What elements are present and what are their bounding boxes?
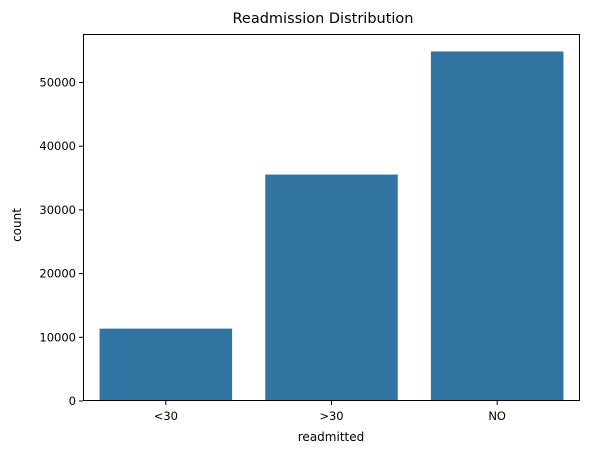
- chart-title: Readmission Distribution: [233, 11, 414, 27]
- x-axis-ticks: <30 >30 NO: [154, 401, 506, 423]
- y-tick-label: 50000: [39, 75, 76, 89]
- y-tick-label: 10000: [39, 330, 76, 344]
- bar-0: [99, 328, 233, 401]
- x-tick-label: NO: [488, 409, 506, 423]
- y-tick-label: 40000: [39, 139, 76, 153]
- y-axis-label: count: [10, 208, 24, 242]
- bar-2: [430, 51, 564, 402]
- y-tick-label: 30000: [39, 203, 76, 217]
- y-axis-ticks: 0 10000 20000 30000 40000 50000: [39, 75, 83, 408]
- x-tick-label: >30: [319, 409, 343, 423]
- x-tick-label: <30: [154, 409, 178, 423]
- y-tick-label: 0: [69, 394, 76, 408]
- bar-1: [265, 174, 398, 401]
- x-axis-label: readmitted: [298, 430, 364, 444]
- y-tick-label: 20000: [39, 267, 76, 281]
- bars-group: [99, 51, 564, 402]
- plot-frame: [83, 34, 580, 401]
